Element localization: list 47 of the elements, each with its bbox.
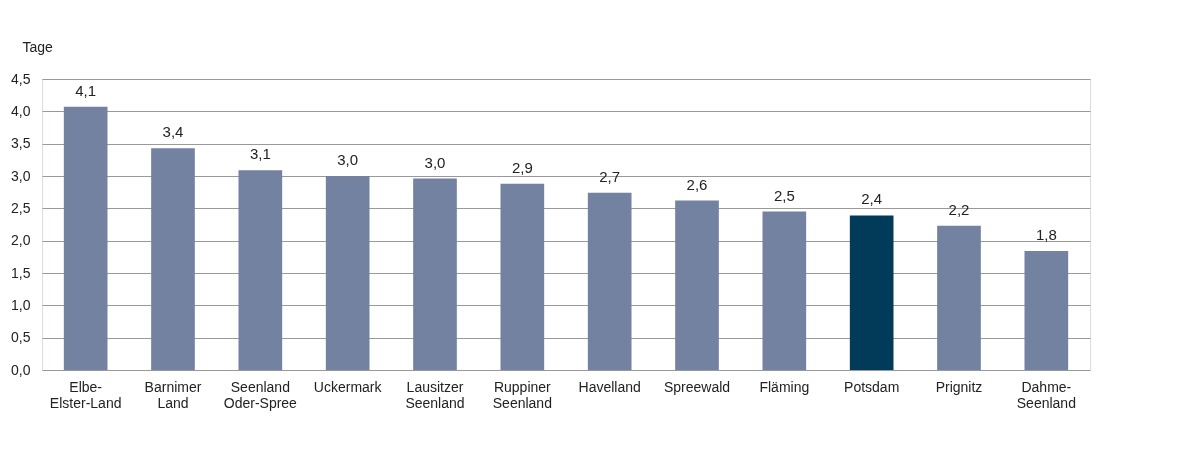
x-tick-label: Barnimer Land: [144, 378, 202, 411]
x-tick-label: Dahme- Seenland: [1016, 378, 1076, 411]
data-label: 2,4: [861, 190, 883, 208]
bar: [325, 176, 370, 370]
y-tick-label: 1,0: [11, 296, 31, 313]
bar: [500, 183, 545, 370]
data-label: 3,0: [337, 151, 359, 168]
bar: [587, 192, 632, 370]
bar: [413, 178, 457, 370]
y-tick-label: 1,5: [11, 264, 31, 281]
y-tick-label: 0,0: [11, 361, 31, 378]
bar: [675, 200, 719, 370]
x-tick-label: Prignitz: [935, 378, 983, 395]
data-label: 2,9: [511, 158, 533, 176]
bar: [238, 170, 283, 370]
data-label: 3,4: [162, 123, 184, 141]
y-tick-label: 3,0: [11, 167, 31, 184]
x-tick-label: Elbe- Elster-Land: [49, 378, 122, 411]
data-label: 1,8: [1035, 226, 1057, 244]
data-label: 2,7: [599, 167, 621, 185]
x-tick-label: Potsdam: [844, 378, 900, 395]
data-label: 2,5: [773, 186, 795, 204]
data-label: 3,0: [424, 153, 446, 171]
data-label: 4,1: [75, 81, 97, 99]
bar: [1024, 251, 1069, 370]
y-tick-label: 4,0: [11, 102, 31, 119]
bar: [63, 106, 108, 370]
data-label: 3,1: [249, 145, 271, 163]
bar: [937, 225, 981, 370]
data-label: 2,2: [948, 200, 970, 218]
x-tick-label: Fläming: [759, 378, 810, 395]
y-tick-label: 2,0: [11, 232, 31, 249]
x-tick-label: Uckermark: [313, 378, 383, 395]
x-tick-label: Lausitzer Seenland: [405, 378, 465, 411]
x-tick-label: Havelland: [578, 378, 641, 395]
bar: [762, 211, 807, 370]
data-label: 2,6: [686, 175, 708, 193]
y-axis-title: Tage: [22, 38, 54, 55]
y-tick-label: 0,5: [11, 329, 31, 346]
x-tick-label: Spreewald: [663, 378, 731, 395]
bar: [849, 215, 894, 370]
x-tick-label: Ruppiner Seenland: [492, 378, 552, 411]
y-tick-label: 4,5: [11, 70, 31, 87]
bar: [151, 148, 195, 370]
y-tick-label: 3,5: [11, 135, 31, 152]
x-tick-label: Seenland Oder-Spree: [223, 378, 298, 411]
y-tick-label: 2,5: [11, 199, 31, 216]
